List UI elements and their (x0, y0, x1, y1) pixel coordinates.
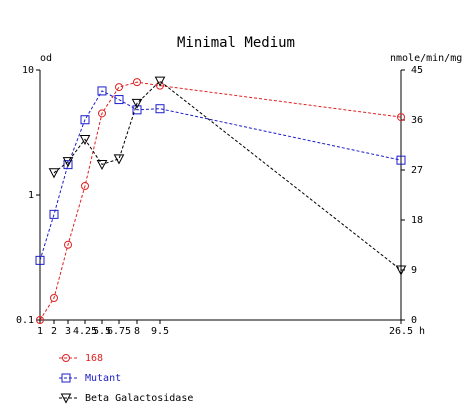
data-point (131, 98, 143, 109)
x-tick-label: 8 (134, 326, 140, 337)
data-point (154, 76, 166, 87)
series-0 (36, 78, 405, 324)
y-left-tick-label: 0.1 (16, 315, 34, 326)
series-1 (35, 86, 406, 265)
y-right-axis-ticks: 0 9 18 27 36 45 (401, 65, 423, 326)
x-tick-label: 1 (37, 326, 43, 337)
series-layer (35, 76, 407, 324)
legend-label: Beta Galactosidase (85, 393, 193, 404)
legend: 168 Mutant Beta Galactosidase (59, 353, 193, 404)
data-point (97, 86, 107, 96)
y-left-tick-label: 10 (22, 65, 34, 76)
y-left-axis-ticks: 0.1 1 10 (16, 65, 40, 326)
x-tick-label: 3 (65, 326, 71, 337)
x-axis-unit: h (419, 326, 425, 337)
data-point (133, 78, 141, 87)
data-point (50, 293, 58, 302)
data-point (96, 159, 108, 171)
series-line (53, 80, 402, 271)
y-right-tick-label: 0 (411, 315, 417, 326)
series-2 (48, 76, 407, 276)
y-right-tick-label: 9 (411, 265, 417, 276)
data-point (35, 255, 45, 265)
data-point (132, 105, 142, 115)
y-left-axis-label: od (40, 53, 52, 64)
data-point (114, 95, 124, 105)
legend-marker (61, 373, 71, 383)
legend-label: 168 (85, 353, 103, 364)
data-point (396, 155, 406, 165)
data-point (115, 83, 123, 92)
legend-marker (62, 354, 70, 362)
data-point (395, 265, 407, 276)
series-line (39, 90, 402, 261)
legend-label: Mutant (85, 373, 121, 384)
y-right-tick-label: 36 (411, 115, 423, 126)
data-point (79, 134, 91, 146)
series-line (39, 81, 402, 321)
y-right-tick-label: 18 (411, 215, 423, 226)
x-tick-label: 4.25 (73, 326, 97, 337)
chart-title: Minimal Medium (177, 35, 295, 51)
data-point (36, 316, 44, 324)
x-tick-label: 6.75 (107, 326, 131, 337)
data-point (397, 113, 405, 122)
x-tick-label: 9.5 (151, 326, 169, 337)
data-point (81, 182, 89, 191)
y-right-axis-label: nmole/min/mg (390, 53, 462, 64)
plot-frame (39, 70, 402, 321)
data-point (80, 115, 90, 125)
y-right-tick-label: 27 (411, 165, 423, 176)
legend-marker (60, 393, 72, 404)
data-point (155, 104, 165, 114)
x-tick-label: 26.5 (389, 326, 413, 337)
x-axis-ticks: 1 2 3 4.255.56.75 8 9.5 26.5 h (37, 320, 425, 337)
y-left-tick-label: 1 (28, 190, 34, 201)
data-point (156, 81, 164, 90)
data-point (98, 109, 106, 118)
data-point (49, 209, 59, 219)
data-point (64, 240, 72, 249)
y-right-tick-label: 45 (411, 65, 423, 76)
x-tick-label: 2 (51, 326, 57, 337)
data-point (62, 157, 74, 168)
data-point (48, 168, 60, 179)
data-point (113, 154, 125, 165)
x-tick-label: 5.5 (93, 326, 111, 337)
